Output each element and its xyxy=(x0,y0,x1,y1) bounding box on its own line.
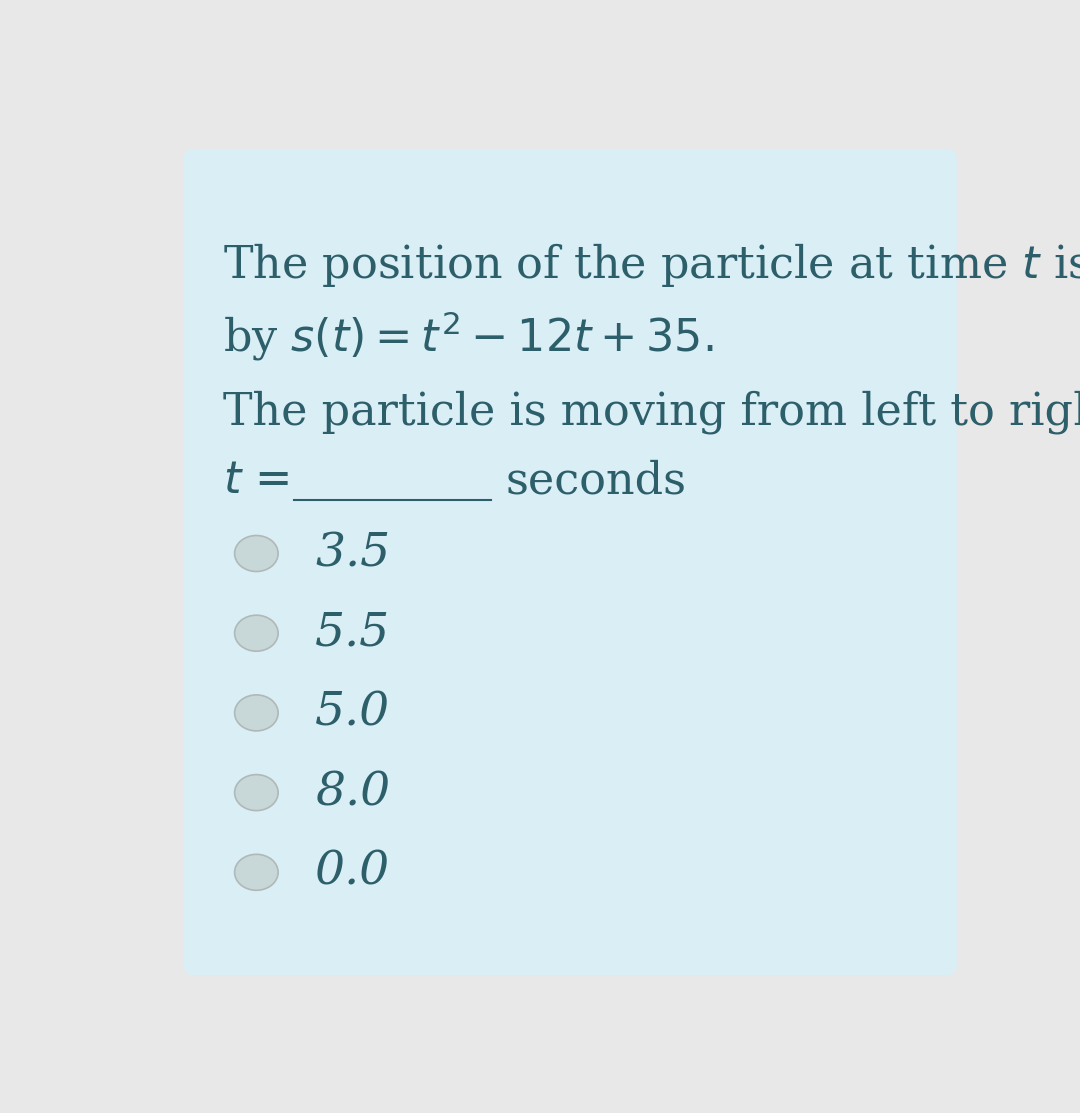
Ellipse shape xyxy=(234,775,279,810)
Ellipse shape xyxy=(234,615,279,651)
Text: 8.0: 8.0 xyxy=(315,770,390,815)
FancyBboxPatch shape xyxy=(184,149,957,975)
Text: 5.5: 5.5 xyxy=(315,611,390,656)
Text: 3.5: 3.5 xyxy=(315,531,390,577)
Text: $t$ =: $t$ = xyxy=(222,460,289,502)
Ellipse shape xyxy=(234,695,279,731)
Text: by $s(t) = t^2 - 12t + 35.$: by $s(t) = t^2 - 12t + 35.$ xyxy=(222,309,714,363)
Text: The position of the particle at time $t$ is given: The position of the particle at time $t$… xyxy=(222,240,1080,288)
Text: The particle is moving from left to right at: The particle is moving from left to righ… xyxy=(222,391,1080,434)
Text: seconds: seconds xyxy=(505,460,687,502)
Text: 0.0: 0.0 xyxy=(315,849,390,895)
Ellipse shape xyxy=(234,855,279,890)
Ellipse shape xyxy=(234,535,279,571)
Text: 5.0: 5.0 xyxy=(315,690,390,736)
